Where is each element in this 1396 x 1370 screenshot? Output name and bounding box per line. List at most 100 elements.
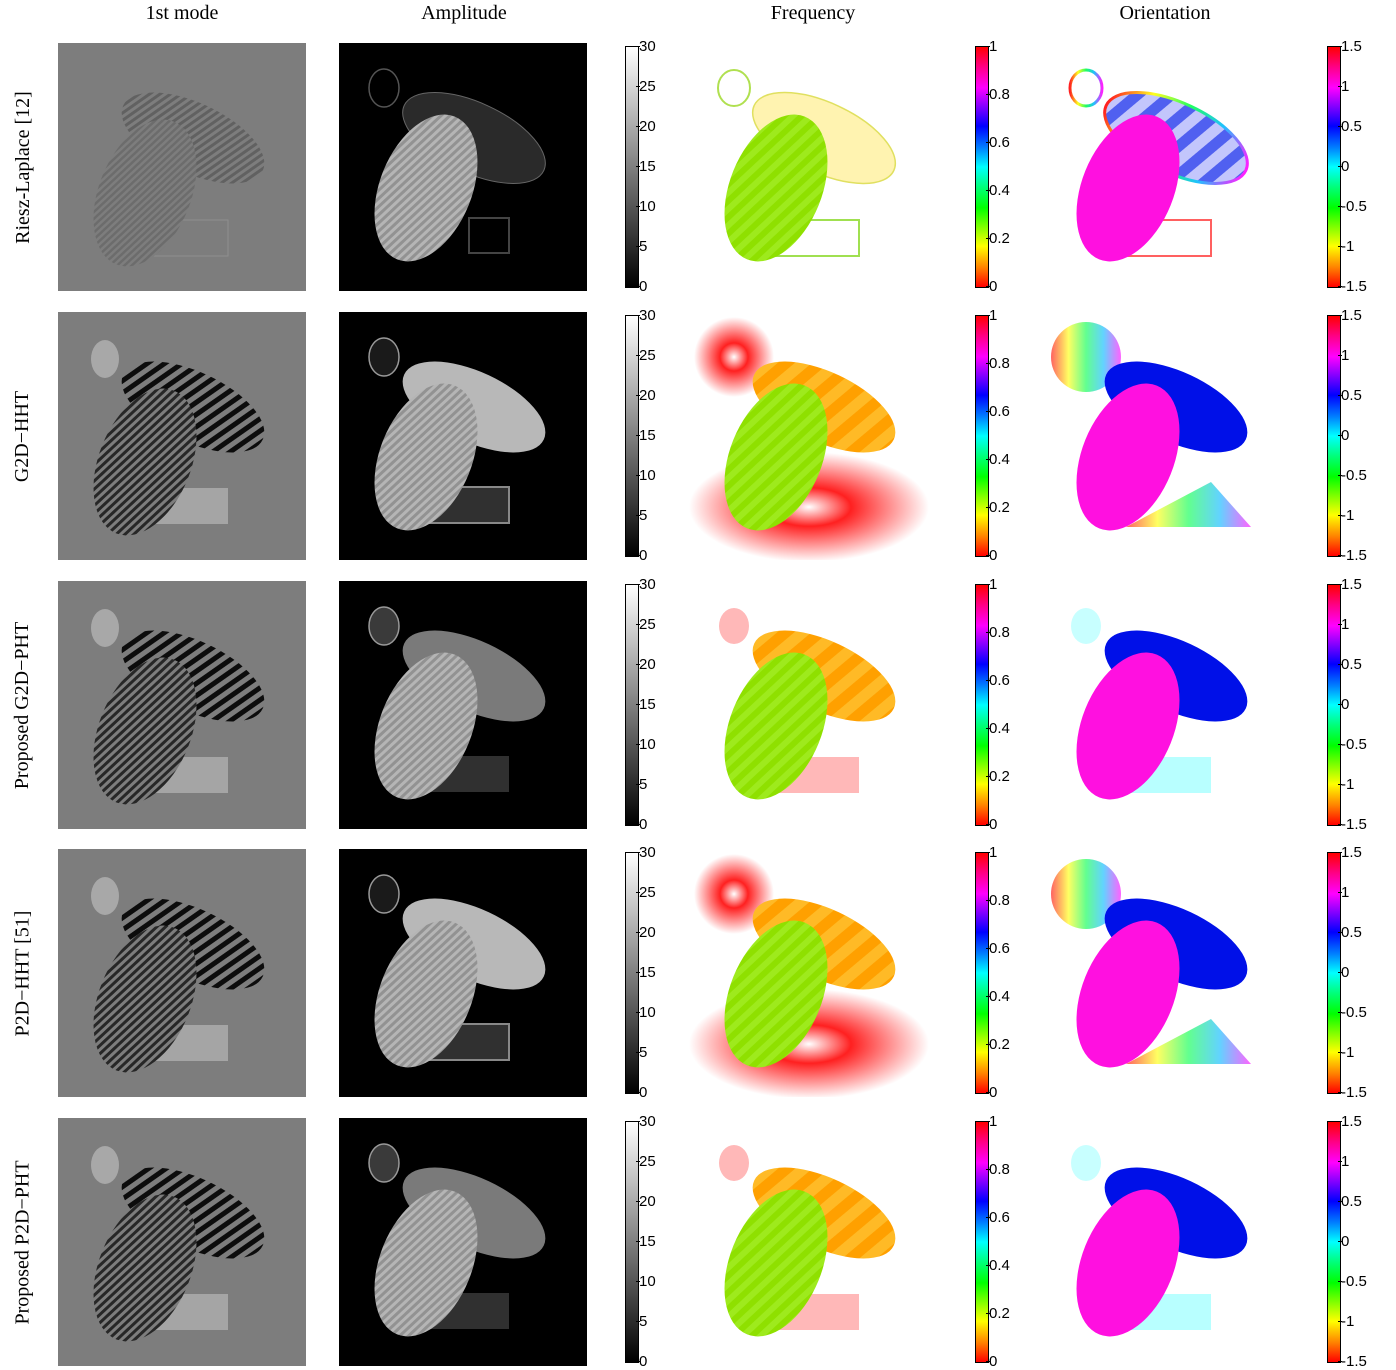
frequency-colorbar-tick: 0.6 (986, 134, 1010, 151)
amplitude-colorbar-tick: 25 (636, 884, 656, 901)
orientation-colorbar-tick: 0.5 (1338, 656, 1362, 673)
orientation-colorbar (1327, 1121, 1341, 1363)
frequency-colorbar-tick: 0.2 (986, 499, 1010, 516)
orientation-colorbar-tick: 1.5 (1338, 844, 1362, 861)
amplitude-colorbar-tick: 25 (636, 616, 656, 633)
amplitude-colorbar-tick: 5 (635, 1313, 648, 1330)
amplitude-colorbar-tick: 30 (636, 844, 656, 861)
amplitude-colorbar (625, 315, 639, 557)
frequency-colorbar-tick: 0.2 (986, 1305, 1010, 1322)
amplitude-colorbar-tick: 20 (636, 1193, 656, 1210)
amplitude-colorbar-tick: 25 (636, 1153, 656, 1170)
mode-panel-g2dhht (58, 312, 306, 560)
row-label-text: G2D−HHT (11, 390, 34, 482)
orientation-colorbar-tick: 0.5 (1338, 118, 1362, 135)
orientation-colorbar-tick: 0.5 (1338, 1193, 1362, 1210)
row-label-text: Proposed P2D−PHT (11, 1159, 34, 1325)
amplitude-colorbar-tick: 20 (636, 656, 656, 673)
orientation-colorbar-tick: 1 (1337, 1153, 1350, 1170)
amplitude-colorbar-tick: 5 (635, 238, 648, 255)
row-label-text: Proposed G2D−PHT (11, 621, 34, 789)
orientation-colorbar-tick: 1.5 (1338, 307, 1362, 324)
amplitude-colorbar (625, 46, 639, 288)
frequency-panel-p2dpht (689, 1118, 937, 1366)
frequency-colorbar-tick: 1 (985, 307, 998, 324)
orientation-colorbar-tick: -1.5 (1338, 1084, 1367, 1101)
frequency-colorbar-tick: 0.2 (986, 1036, 1010, 1053)
frequency-colorbar-tick: 0.2 (986, 768, 1010, 785)
amplitude-colorbar-tick: 5 (635, 1044, 648, 1061)
frequency-colorbar-tick: 0.4 (986, 182, 1010, 199)
amplitude-colorbar-tick: 0 (635, 278, 648, 295)
frequency-colorbar-tick: 0.4 (986, 720, 1010, 737)
amplitude-colorbar-tick: 30 (636, 1113, 656, 1130)
amplitude-panel-p2dpht (339, 1118, 587, 1366)
orientation-colorbar-tick: 0 (1337, 158, 1350, 175)
frequency-panel-p2dhht (689, 849, 937, 1097)
frequency-colorbar-tick: 0 (985, 1084, 998, 1101)
frequency-colorbar-tick: 0.4 (986, 451, 1010, 468)
orientation-panel-g2dhht (1041, 312, 1289, 560)
amplitude-colorbar-tick: 10 (636, 1273, 656, 1290)
frequency-colorbar-tick: 0.4 (986, 988, 1010, 1005)
column-header-mode: 1st mode (145, 2, 219, 24)
amplitude-colorbar-tick: 15 (636, 696, 656, 713)
orientation-colorbar-tick: 1 (1337, 884, 1350, 901)
frequency-colorbar-tick: 0.8 (986, 86, 1010, 103)
frequency-colorbar (975, 46, 989, 288)
amplitude-colorbar (625, 1121, 639, 1363)
frequency-panel-g2dhht (689, 312, 937, 560)
amplitude-panel-p2dhht (339, 849, 587, 1097)
amplitude-panel-g2dhht (339, 312, 587, 560)
amplitude-colorbar-tick: 30 (636, 307, 656, 324)
row-label-g2dhht: G2D−HHT (8, 312, 38, 560)
amplitude-colorbar-tick: 25 (636, 347, 656, 364)
frequency-colorbar-tick: 0 (985, 1353, 998, 1370)
amplitude-colorbar-tick: 0 (635, 1353, 648, 1370)
frequency-colorbar-tick: 0 (985, 278, 998, 295)
orientation-colorbar-tick: 0.5 (1338, 924, 1362, 941)
orientation-colorbar-tick: -1 (1337, 1313, 1355, 1330)
orientation-colorbar-tick: -0.5 (1338, 736, 1367, 753)
amplitude-panel-g2dpht (339, 581, 587, 829)
frequency-colorbar-tick: 0.8 (986, 892, 1010, 909)
frequency-colorbar-tick: 0.8 (986, 624, 1010, 641)
orientation-colorbar-tick: -1 (1337, 1044, 1355, 1061)
orientation-colorbar-tick: -1 (1337, 238, 1355, 255)
row-label-riesz: Riesz-Laplace [12] (8, 43, 38, 291)
orientation-colorbar-tick: 1 (1337, 616, 1350, 633)
mode-panel-g2dpht (58, 581, 306, 829)
frequency-colorbar-tick: 0.6 (986, 672, 1010, 689)
orientation-colorbar-tick: -0.5 (1338, 467, 1367, 484)
orientation-colorbar-tick: 1 (1337, 78, 1350, 95)
frequency-colorbar (975, 315, 989, 557)
orientation-colorbar-tick: 1.5 (1338, 38, 1362, 55)
orientation-colorbar-tick: 1.5 (1338, 576, 1362, 593)
orientation-colorbar-tick: -0.5 (1338, 198, 1367, 215)
frequency-panel-riesz (689, 43, 937, 291)
mode-panel-riesz (58, 43, 306, 291)
row-label-text: Riesz-Laplace [12] (11, 90, 34, 244)
orientation-colorbar-tick: -0.5 (1338, 1273, 1367, 1290)
frequency-colorbar (975, 852, 989, 1094)
amplitude-colorbar-tick: 10 (636, 1004, 656, 1021)
amplitude-colorbar-tick: 15 (636, 964, 656, 981)
orientation-panel-riesz (1041, 43, 1289, 291)
frequency-colorbar-tick: 1 (985, 844, 998, 861)
amplitude-colorbar-tick: 10 (636, 467, 656, 484)
mode-panel-p2dhht (58, 849, 306, 1097)
frequency-colorbar-tick: 0.6 (986, 1209, 1010, 1226)
frequency-colorbar-tick: 0.4 (986, 1257, 1010, 1274)
mode-panel-p2dpht (58, 1118, 306, 1366)
orientation-colorbar-tick: 0 (1337, 1233, 1350, 1250)
amplitude-colorbar-tick: 20 (636, 924, 656, 941)
orientation-colorbar-tick: -1 (1337, 507, 1355, 524)
amplitude-colorbar-tick: 10 (636, 736, 656, 753)
row-label-text: P2D−HHT [51] (11, 910, 34, 1036)
orientation-panel-p2dpht (1041, 1118, 1289, 1366)
amplitude-colorbar-tick: 30 (636, 576, 656, 593)
amplitude-colorbar-tick: 15 (636, 427, 656, 444)
orientation-colorbar-tick: 0.5 (1338, 387, 1362, 404)
frequency-colorbar (975, 584, 989, 826)
frequency-colorbar-tick: 0.8 (986, 1161, 1010, 1178)
